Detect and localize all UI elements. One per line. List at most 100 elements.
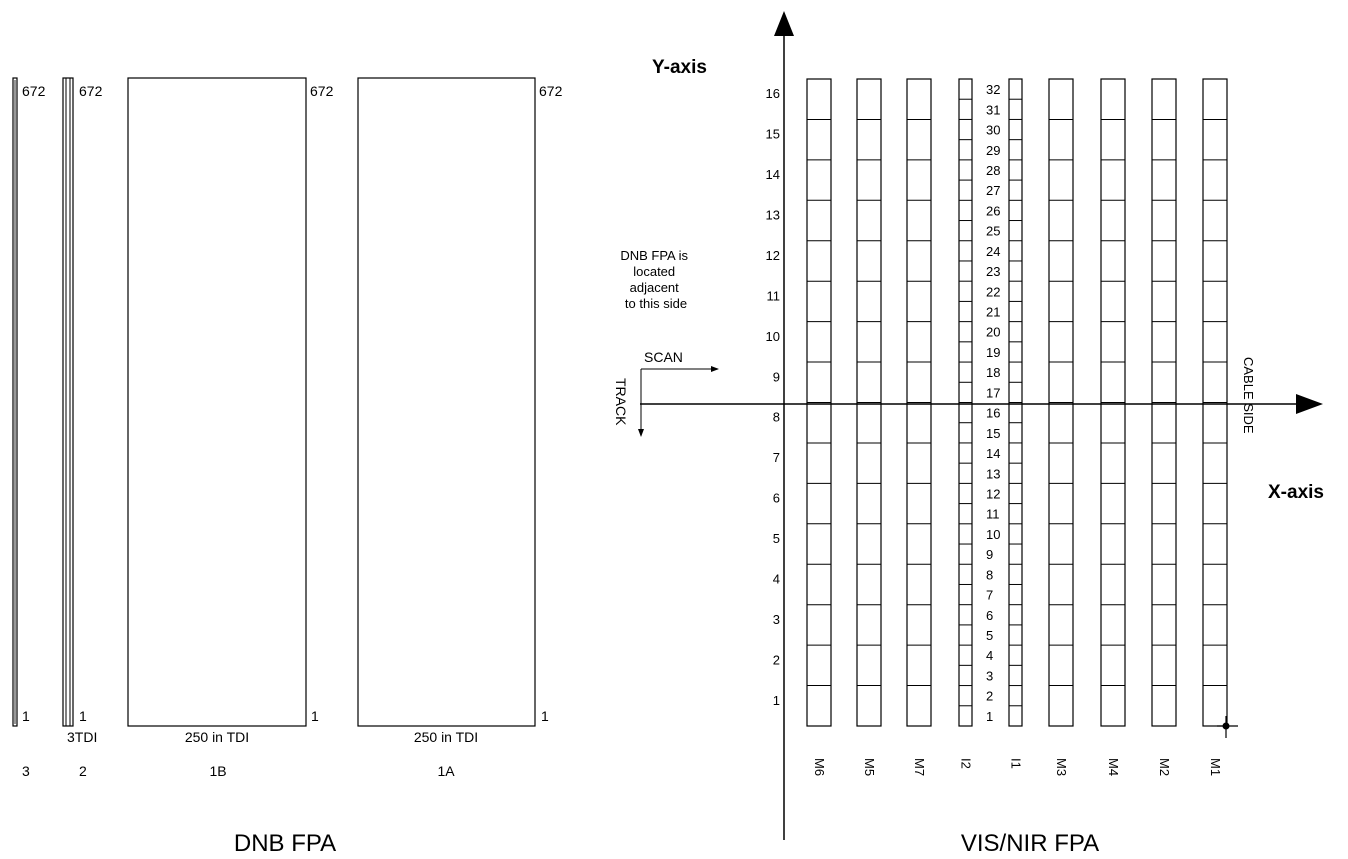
imaging-row-number-label: 7 <box>986 588 993 603</box>
dnb-stage-1b-tdi-label: 250 in TDI <box>185 729 249 745</box>
band-column-i2: I2 <box>958 78 974 769</box>
imaging-row-number-label: 22 <box>986 284 1000 299</box>
band-column-m7: M7 <box>906 78 932 776</box>
dnb-fpa-title: DNB FPA <box>234 830 336 857</box>
imaging-row-number-label: 13 <box>986 466 1000 481</box>
band-label-m6: M6 <box>812 758 827 776</box>
imaging-row-number-label: 19 <box>986 345 1000 360</box>
row-number-label: 6 <box>773 491 780 506</box>
origin-dot <box>1222 722 1230 730</box>
vis-nir-fpa-title: VIS/NIR FPA <box>961 830 1099 857</box>
row-number-label: 9 <box>773 369 780 384</box>
dnb-stage-1a: 672 1 250 in TDI 1A <box>357 77 563 779</box>
row-number-label: 2 <box>773 652 780 667</box>
band-label-m5: M5 <box>862 758 877 776</box>
imaging-row-number-label: 28 <box>986 163 1000 178</box>
imaging-row-number-label: 29 <box>986 143 1000 158</box>
band-columns: M6 M5 M7 I2 I1 M3 M4 M2 M11234567891011121314151… <box>806 78 1228 776</box>
x-axis-label: X-axis <box>1268 482 1324 503</box>
imaging-row-number-label: 18 <box>986 365 1000 380</box>
row-number-label: 12 <box>766 248 780 263</box>
dnb-stage-3-name: 3 <box>22 763 30 779</box>
band-label-m3: M3 <box>1054 758 1069 776</box>
imaging-row-number-label: 31 <box>986 102 1000 117</box>
band-column-m6: M6 <box>806 78 832 776</box>
dnb-stage-1a-detector <box>357 77 536 727</box>
row-number-label: 1 <box>773 693 780 708</box>
band-label-i1: I1 <box>1009 758 1024 769</box>
band-label-m4: M4 <box>1106 758 1121 776</box>
track-label: TRACK <box>613 378 629 426</box>
imaging-row-number-label: 24 <box>986 244 1000 259</box>
imaging-row-number-label: 20 <box>986 325 1000 340</box>
row-number-label: 10 <box>766 329 780 344</box>
band-label-m7: M7 <box>912 758 927 776</box>
dnb-stage-1a-name: 1A <box>437 763 455 779</box>
imaging-row-number-label: 16 <box>986 406 1000 421</box>
imaging-row-number-label: 12 <box>986 487 1000 502</box>
imaging-row-number-label: 14 <box>986 446 1000 461</box>
imaging-row-number-label: 21 <box>986 305 1000 320</box>
dnb-stage-2-tdi-label: 3TDI <box>67 729 97 745</box>
band-column-i1: I1 <box>1008 78 1024 769</box>
dnb-stage-2: 672 1 3TDI 2 <box>62 77 103 779</box>
imaging-row-number-label: 15 <box>986 426 1000 441</box>
band-column-m2: M2 <box>1151 78 1177 776</box>
row-number-label: 13 <box>766 208 780 223</box>
cable-side-label: CABLE SIDE <box>1241 357 1256 434</box>
dnb-stage-1b-name: 1B <box>209 763 226 779</box>
x-axis-arrowhead <box>1296 394 1323 414</box>
imaging-row-number-label: 11 <box>986 507 1000 522</box>
row-number-label: 14 <box>766 167 780 182</box>
imaging-row-number-label: 27 <box>986 183 1000 198</box>
imaging-row-number-label: 32 <box>986 82 1000 97</box>
imaging-row-number-label: 26 <box>986 203 1000 218</box>
row-number-label: 8 <box>773 410 780 425</box>
imaging-row-number-label: 9 <box>986 547 993 562</box>
band-label-m2: M2 <box>1157 758 1172 776</box>
dnb-stage-3-detector <box>12 77 18 727</box>
imaging-row-number-label: 10 <box>986 527 1000 542</box>
scan-label: SCAN <box>644 349 683 365</box>
dnb-stage-1b: 672 1 250 in TDI 1B <box>127 77 334 779</box>
dnb-stage-1b-detector <box>127 77 307 727</box>
dnb-stage-1b-top-label: 672 <box>310 83 334 99</box>
imaging-row-number-label: 23 <box>986 264 1000 279</box>
row-number-label: 7 <box>773 450 780 465</box>
dnb-stage-1a-top-label: 672 <box>539 83 563 99</box>
y-axis-label: Y-axis <box>652 57 707 78</box>
dnb-fpa: 672 1 3 672 1 3TDI 2 672 1 250 in TDI 1B… <box>12 77 563 857</box>
row-number-label: 3 <box>773 612 780 627</box>
row-number-label: 15 <box>766 127 780 142</box>
imaging-row-number-label: 4 <box>986 648 993 663</box>
dnb-stage-1b-bottom-label: 1 <box>311 708 319 724</box>
imaging-row-number-label: 1 <box>986 709 993 724</box>
band-column-m1: M1 <box>1202 78 1228 776</box>
dnb-stage-2-detector <box>62 77 74 727</box>
band-column-m4: M4 <box>1100 78 1126 776</box>
imaging-row-number-label: 6 <box>986 608 993 623</box>
row-number-label: 11 <box>767 288 781 303</box>
dnb-stage-1a-bottom-label: 1 <box>541 708 549 724</box>
band-column-m3: M3 <box>1048 78 1074 776</box>
imaging-row-number-label: 30 <box>986 123 1000 138</box>
y-axis-arrowhead <box>774 11 794 36</box>
band-column-m5: M5 <box>856 78 882 776</box>
imaging-row-number-label: 2 <box>986 689 993 704</box>
dnb-stage-3-bottom-label: 1 <box>22 708 30 724</box>
imaging-row-number-label: 3 <box>986 669 993 684</box>
dnb-location-note: DNB FPA is located adjacent to this side <box>620 248 691 311</box>
dnb-stage-2-name: 2 <box>79 763 87 779</box>
imaging-row-number-label: 25 <box>986 224 1000 239</box>
band-label-m1: M1 <box>1208 758 1223 776</box>
imaging-row-number-label: 5 <box>986 628 993 643</box>
band-label-i2: I2 <box>959 758 974 769</box>
dnb-stage-3: 672 1 3 <box>12 77 46 779</box>
dnb-stage-1a-tdi-label: 250 in TDI <box>414 729 478 745</box>
dnb-stage-3-top-label: 672 <box>22 83 46 99</box>
row-number-label: 4 <box>773 572 780 587</box>
row-number-label: 5 <box>773 531 780 546</box>
